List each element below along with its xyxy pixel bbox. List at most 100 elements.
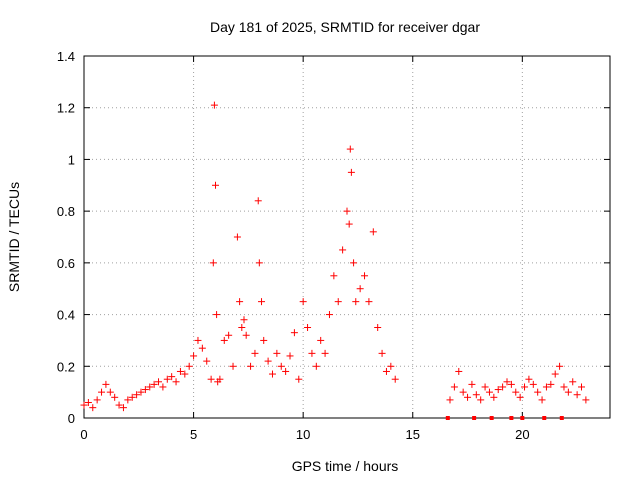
y-tick-label: 0.4 — [57, 308, 75, 323]
data-point — [176, 367, 184, 375]
data-point — [295, 375, 303, 383]
data-point — [490, 393, 498, 401]
x-tick-label: 5 — [190, 427, 197, 442]
y-tick-label: 1 — [68, 152, 75, 167]
data-point — [247, 362, 255, 370]
data-point — [277, 362, 285, 370]
data-point — [556, 362, 564, 370]
data-point — [238, 324, 246, 331]
data-point — [268, 370, 276, 378]
data-point — [308, 349, 316, 357]
data-point — [299, 298, 307, 306]
data-point — [258, 298, 266, 306]
data-point — [220, 336, 228, 344]
gap-marker — [520, 416, 525, 420]
data-point — [273, 349, 281, 357]
data-point — [240, 316, 248, 324]
data-point — [347, 168, 355, 176]
gap-marker — [542, 416, 547, 420]
data-point — [172, 378, 180, 386]
data-point — [141, 386, 149, 394]
data-point — [254, 197, 262, 205]
data-point — [481, 383, 489, 391]
data-point — [361, 272, 369, 280]
data-point — [564, 388, 572, 396]
data-point — [137, 388, 145, 396]
data-point — [236, 298, 244, 306]
data-point — [464, 393, 472, 401]
data-point — [312, 362, 320, 370]
data-point — [512, 388, 520, 396]
data-point — [521, 383, 529, 391]
gap-marker — [509, 416, 514, 420]
data-point — [494, 386, 502, 394]
data-point — [229, 362, 237, 370]
data-point — [146, 383, 154, 391]
data-point — [93, 396, 101, 404]
data-point — [212, 181, 219, 189]
data-point — [98, 388, 106, 396]
gap-marker — [559, 416, 564, 420]
data-point — [242, 331, 250, 339]
x-axis-label: GPS time / hours — [292, 458, 399, 474]
data-point — [111, 393, 119, 401]
data-point — [115, 401, 123, 409]
data-point — [542, 383, 550, 391]
data-point — [330, 272, 338, 280]
data-point — [551, 370, 559, 378]
data-point — [207, 375, 215, 383]
y-axis-label: SRMTID / TECUs — [6, 182, 22, 292]
data-point — [472, 391, 480, 399]
data-point — [446, 396, 454, 404]
data-point — [181, 370, 189, 378]
data-point — [106, 388, 114, 396]
data-point — [569, 378, 577, 386]
data-point — [345, 220, 353, 228]
data-point — [124, 396, 132, 404]
data-point — [485, 388, 493, 396]
data-point — [216, 375, 224, 383]
data-point — [190, 352, 198, 360]
data-point — [459, 388, 467, 396]
data-point — [538, 396, 546, 404]
y-tick-label: 0 — [68, 411, 75, 426]
data-point — [210, 101, 218, 109]
data-point — [304, 324, 312, 331]
data-point — [477, 396, 485, 404]
gap-marker — [472, 416, 477, 420]
data-point — [198, 344, 206, 352]
data-point — [529, 380, 537, 388]
gap-marker — [489, 416, 494, 420]
data-point — [455, 367, 463, 375]
data-point — [225, 331, 233, 339]
data-point — [209, 259, 217, 267]
data-point — [334, 298, 342, 306]
data-point — [525, 375, 533, 383]
data-point — [317, 336, 325, 344]
data-point — [516, 393, 524, 401]
plot-frame — [83, 55, 611, 419]
data-point — [365, 298, 373, 306]
data-point — [150, 380, 158, 388]
data-point — [260, 336, 268, 344]
y-tick-label: 0.2 — [57, 359, 75, 374]
y-tick-label: 1.2 — [57, 101, 75, 116]
data-point — [507, 380, 515, 388]
data-point — [499, 383, 507, 391]
y-tick-label: 1.4 — [57, 49, 75, 64]
data-point — [159, 383, 167, 391]
data-point — [168, 373, 176, 381]
data-point — [102, 380, 110, 388]
data-point — [203, 357, 211, 365]
data-point — [547, 380, 555, 388]
axis-ticks: 0 0.2 0.4 0.6 0.8 1 1.2 1.4 0 5 10 15 20 — [57, 49, 610, 442]
x-tick-label: 10 — [296, 427, 310, 442]
data-point — [346, 145, 354, 153]
data-point — [213, 311, 221, 319]
x-tick-label: 0 — [80, 427, 87, 442]
data-point — [119, 404, 127, 412]
data-point — [387, 362, 395, 370]
data-point — [468, 380, 476, 388]
data-point — [325, 311, 333, 319]
